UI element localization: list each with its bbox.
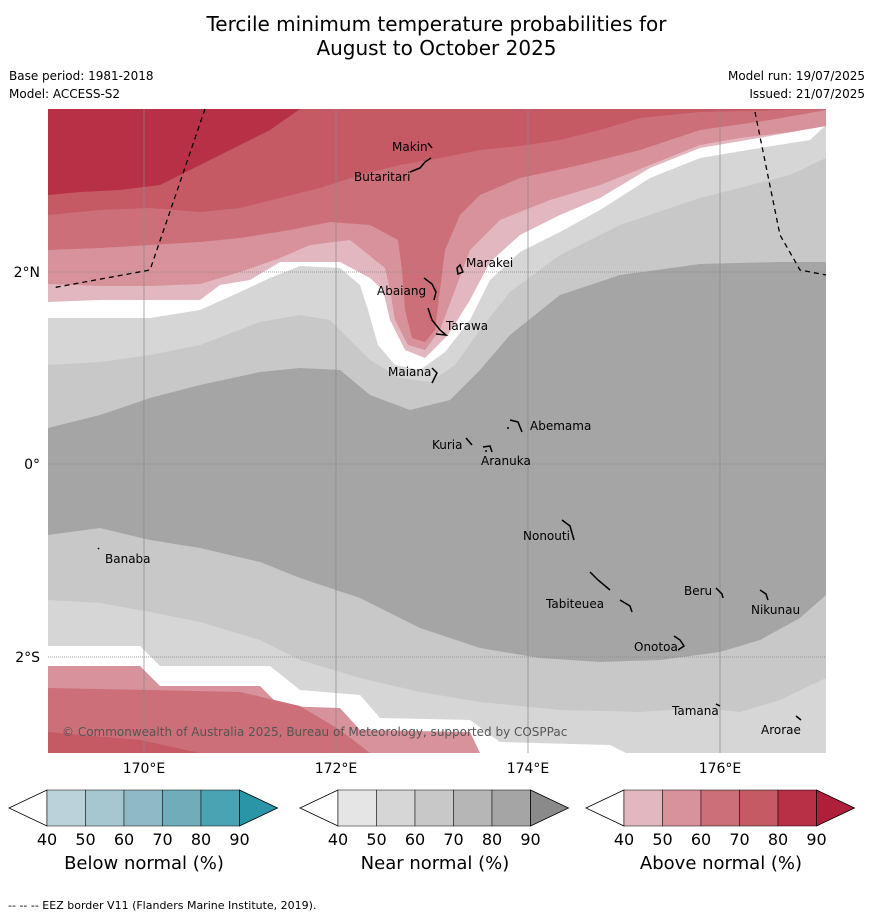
colorbar-above-tick: 90 bbox=[806, 830, 826, 849]
colorbar-above-tick: 40 bbox=[614, 830, 634, 849]
colorbar-above-segment bbox=[623, 789, 663, 827]
island-label-kuria: Kuria bbox=[432, 438, 463, 452]
copyright-notice: © Commonwealth of Australia 2025, Bureau… bbox=[62, 725, 567, 739]
colorbar-below-segment bbox=[200, 789, 240, 827]
colorbar-below-segment bbox=[123, 789, 163, 827]
island-label-abaiang: Abaiang bbox=[377, 284, 426, 298]
colorbar-above-normal: 40 50 60 70 80 90 bbox=[585, 789, 856, 849]
colorbar-near-segment bbox=[337, 789, 377, 827]
above-normal-80-south bbox=[48, 732, 200, 753]
colorbar-above-segment bbox=[739, 789, 779, 827]
island-label-makin: Makin bbox=[392, 140, 428, 154]
colorbar-below-segment bbox=[162, 789, 202, 827]
island-label-tarawa: Tarawa bbox=[445, 319, 488, 333]
island-label-onotoa: Onotoa bbox=[634, 640, 678, 654]
colorbar-below-max-extend bbox=[239, 789, 279, 827]
colorbar-near-normal: 40 50 60 70 80 90 bbox=[299, 789, 570, 849]
island-shapes bbox=[97, 142, 802, 721]
colorbar-below-tick: 80 bbox=[191, 830, 211, 849]
lat-label-2n: 2°N bbox=[14, 265, 40, 281]
island-label-marakei: Marakei bbox=[466, 256, 513, 270]
lon-label-172e: 172°E bbox=[315, 761, 358, 777]
issued-date: Issued: 21/07/2025 bbox=[749, 87, 865, 101]
colorbar-above-segment bbox=[700, 789, 740, 827]
island-label-beru: Beru bbox=[684, 584, 712, 598]
island-label-arorae: Arorae bbox=[761, 723, 801, 737]
island-label-aranuka: Aranuka bbox=[481, 454, 531, 468]
colorbar-near-segment bbox=[414, 789, 454, 827]
colorbar-above-tick: 70 bbox=[729, 830, 749, 849]
colorbar-label-near: Near normal (%) bbox=[360, 853, 510, 874]
colorbar-below-segment bbox=[46, 789, 86, 827]
colorbar-near-tick: 80 bbox=[482, 830, 502, 849]
title-line-1: Tercile minimum temperature probabilitie… bbox=[206, 12, 667, 36]
lon-label-174e: 174°E bbox=[507, 761, 550, 777]
colorbar-above-min-extend bbox=[585, 789, 625, 827]
island-label-banaba: Banaba bbox=[105, 552, 151, 566]
colorbar-below-segment bbox=[85, 789, 125, 827]
graticule bbox=[48, 109, 826, 753]
island-label-maiana: Maiana bbox=[388, 365, 431, 379]
colorbar-below-min-extend bbox=[8, 789, 48, 827]
map-title: Tercile minimum temperature probabilitie… bbox=[0, 12, 873, 60]
lon-label-170e: 170°E bbox=[123, 761, 166, 777]
model-name: Model: ACCESS-S2 bbox=[9, 87, 121, 101]
lat-label-0: 0° bbox=[24, 457, 40, 473]
colorbar-above-tick: 80 bbox=[768, 830, 788, 849]
colorbar-above-tick: 60 bbox=[691, 830, 711, 849]
colorbar-above-max-extend bbox=[816, 789, 856, 827]
colorbar-near-max-extend bbox=[530, 789, 570, 827]
eez-border bbox=[51, 108, 827, 289]
colorbar-near-tick: 60 bbox=[405, 830, 425, 849]
island-label-butaritari: Butaritari bbox=[354, 170, 411, 184]
lat-label-2s: 2°S bbox=[15, 650, 40, 666]
base-period: Base period: 1981-2018 bbox=[9, 69, 154, 83]
colorbar-label-below: Below normal (%) bbox=[64, 853, 224, 874]
model-run: Model run: 19/07/2025 bbox=[727, 69, 865, 83]
island-label-abemama: Abemama bbox=[530, 419, 591, 433]
island-label-tamana: Tamana bbox=[671, 704, 719, 718]
island-label-nonouti: Nonouti bbox=[523, 529, 570, 543]
title-line-2: August to October 2025 bbox=[316, 36, 557, 60]
colorbar-near-tick: 70 bbox=[443, 830, 463, 849]
colorbar-near-segment bbox=[376, 789, 416, 827]
colorbar-label-above: Above normal (%) bbox=[639, 853, 803, 874]
colorbar-below-tick: 40 bbox=[37, 830, 57, 849]
lon-label-176e: 176°E bbox=[699, 761, 742, 777]
colorbar-below-tick: 90 bbox=[229, 830, 249, 849]
eez-footer-note: -- -- -- EEZ border V11 (Flanders Marine… bbox=[8, 899, 317, 912]
island-label-tabiteuea: Tabiteuea bbox=[545, 597, 604, 611]
meta-left: Base period: 1981-2018 Model: ACCESS-S2 bbox=[9, 67, 154, 103]
colorbar-below-normal: 40 50 60 70 80 90 bbox=[8, 789, 279, 849]
colorbar-above-segment bbox=[777, 789, 817, 827]
colorbar-above-segment bbox=[662, 789, 702, 827]
colorbar-near-segment bbox=[453, 789, 493, 827]
colorbar-below-tick: 60 bbox=[114, 830, 134, 849]
meta-right: Model run: 19/07/2025 Issued: 21/07/2025 bbox=[728, 67, 865, 103]
colorbar-above-tick: 50 bbox=[652, 830, 672, 849]
colorbar-below-tick: 50 bbox=[75, 830, 95, 849]
probability-fields bbox=[48, 109, 826, 753]
colorbar-below-tick: 70 bbox=[152, 830, 172, 849]
colorbar-near-segment bbox=[491, 789, 531, 827]
above-normal-90-region bbox=[48, 109, 300, 195]
colorbar-near-tick: 50 bbox=[366, 830, 386, 849]
island-label-nikunau: Nikunau bbox=[751, 603, 800, 617]
colorbar-near-min-extend bbox=[299, 789, 339, 827]
colorbar-near-tick: 90 bbox=[520, 830, 540, 849]
above-normal-70-south bbox=[48, 688, 370, 753]
colorbar-near-tick: 40 bbox=[328, 830, 348, 849]
